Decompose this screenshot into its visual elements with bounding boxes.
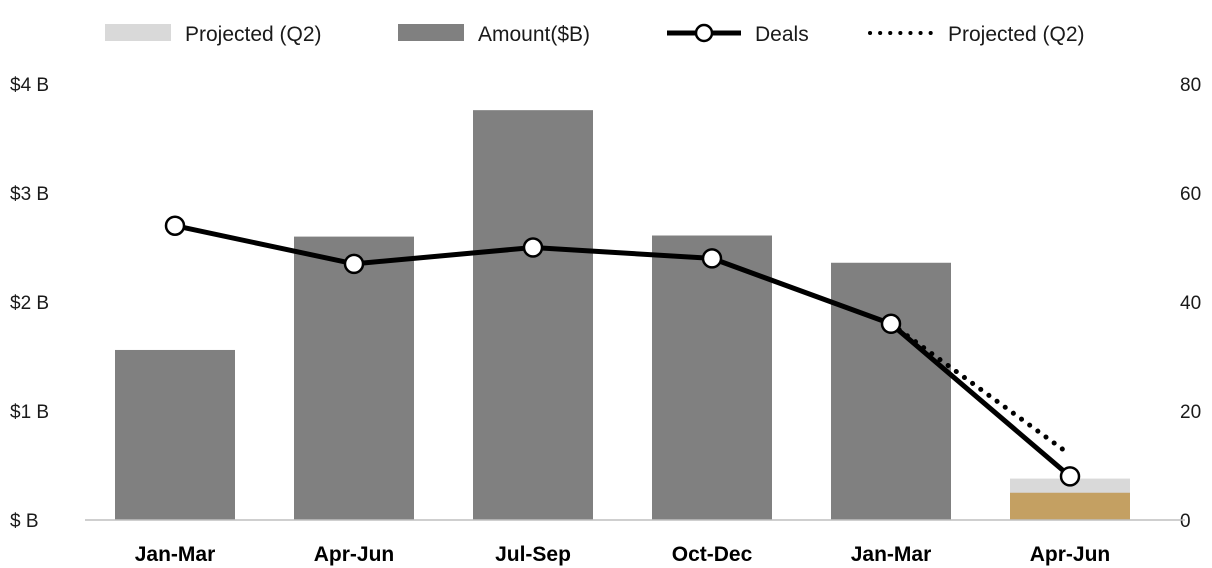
category-labels: Jan-Mar Apr-Jun Jul-Sep Oct-Dec Jan-Mar Apr-J…: [135, 543, 1111, 566]
right-axis-tick-label: 40: [1180, 293, 1201, 314]
left-axis-tick-label: $4 B: [10, 75, 49, 96]
left-axis-ticks: $ B $1 B $2 B $3 B $4 B: [10, 75, 49, 532]
bars: [115, 110, 1130, 520]
legend-entry: Projected (Q2): [105, 23, 322, 46]
category-label: Apr-Jun: [1030, 543, 1111, 566]
right-axis-tick-label: 0: [1180, 511, 1191, 532]
legend-label: Amount($B): [478, 23, 590, 46]
legend-swatch: [105, 24, 171, 41]
left-axis-tick-label: $ B: [10, 511, 39, 532]
projected-deals-line: [888, 321, 1073, 458]
deals-point: [164, 215, 186, 236]
lines: [174, 223, 1073, 479]
category-label: Apr-Jun: [314, 543, 395, 566]
legend: Projected (Q2) Amount($B) Deals Projected (…: [105, 23, 1085, 46]
amount-bar: [652, 235, 772, 520]
deals-point: [1059, 466, 1081, 487]
category-label: Oct-Dec: [672, 543, 753, 566]
left-axis-tick-label: $3 B: [10, 184, 49, 205]
legend-marker: [694, 23, 714, 43]
actual-q2-bar: [1010, 492, 1130, 520]
deals-point: [880, 313, 902, 335]
right-axis-tick-label: 60: [1180, 184, 1201, 205]
legend-entry: Deals: [667, 23, 809, 46]
legend-label: Projected (Q2): [185, 23, 322, 46]
legend-label: Projected (Q2): [948, 23, 1085, 46]
right-axis-tick-label: 20: [1180, 402, 1201, 423]
left-axis-tick-label: $1 B: [10, 402, 49, 423]
deals-point: [522, 237, 544, 258]
legend-swatch: [398, 24, 464, 41]
amount-bar: [294, 236, 414, 520]
amount-bar: [115, 349, 235, 520]
amount-bar: [473, 110, 593, 520]
right-axis-tick-label: 80: [1180, 75, 1201, 96]
category-label: Jul-Sep: [495, 543, 571, 566]
right-axis-ticks: 0 20 40 60 80: [1180, 75, 1201, 532]
markers: [164, 215, 1081, 487]
category-label: Jan-Mar: [135, 543, 216, 566]
left-axis-tick-label: $2 B: [10, 293, 49, 314]
deals-line: [174, 223, 1072, 479]
amount-bar: [831, 262, 951, 520]
category-label: Jan-Mar: [851, 543, 932, 566]
legend-label: Deals: [755, 23, 809, 46]
legend-entry: Amount($B): [398, 23, 590, 46]
deals-point: [701, 248, 723, 269]
legend-entry: Projected (Q2): [868, 23, 1085, 46]
deals-point: [343, 253, 365, 275]
